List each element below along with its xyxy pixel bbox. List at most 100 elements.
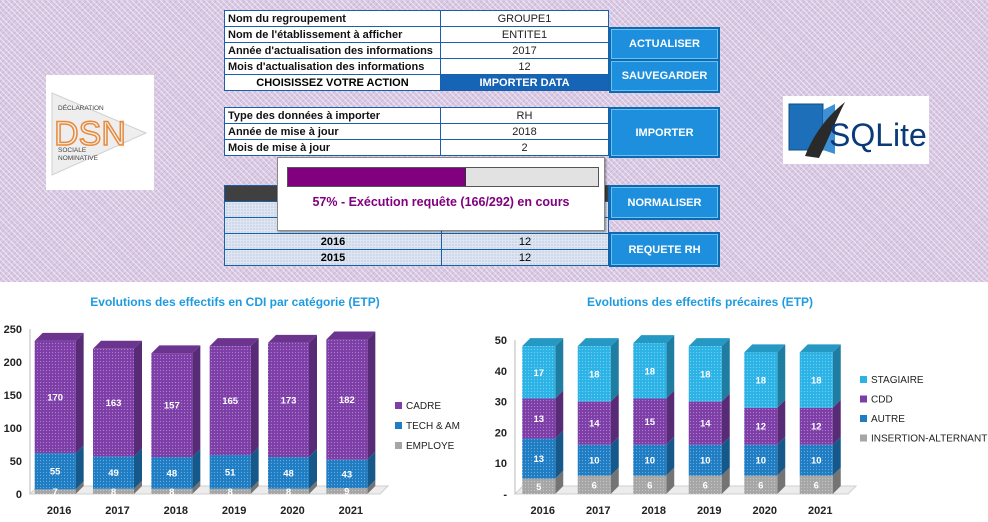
bar-side: [367, 451, 376, 489]
bar-segment: [268, 488, 309, 494]
bar-side: [367, 331, 376, 460]
bar-segment: [633, 398, 667, 445]
bar-segment: [151, 488, 193, 494]
bar-segment: [688, 401, 722, 445]
bar-top: [93, 340, 142, 349]
bar-side: [777, 436, 786, 476]
bar-side: [75, 445, 84, 490]
bar-top: [633, 335, 675, 344]
bar-segment: [688, 475, 722, 494]
bar-segment: [326, 339, 368, 460]
annee-actualisation-value[interactable]: 2017: [440, 42, 609, 59]
bar-side: [555, 470, 564, 494]
bar-segment: [326, 459, 368, 489]
data-label: 48: [283, 468, 294, 479]
legend-swatch: [860, 376, 867, 383]
precaires-chart: - 10 20 30 40 50 5 13 13 17 2016 6 10 14 18 2017 6 10 15 18…: [495, 335, 988, 517]
bar-side: [666, 467, 675, 494]
data-label: 13: [533, 454, 544, 465]
data-label: 163: [106, 398, 122, 409]
bar-segment: [744, 444, 778, 476]
bar-segment: [633, 444, 667, 476]
mois-maj-value[interactable]: 2: [440, 139, 609, 156]
legend-swatch: [395, 402, 402, 409]
data-label: 55: [50, 467, 61, 478]
legend-label: CADRE: [406, 401, 441, 412]
year-2016-value[interactable]: 12: [441, 233, 609, 250]
annee-maj-value[interactable]: 2018: [440, 123, 609, 140]
data-label: 8: [228, 487, 233, 498]
precaires-chart-title: Evolutions des effectifs précaires (ETP): [586, 295, 814, 309]
y-tick-label: -: [503, 489, 507, 501]
bar-side: [610, 467, 619, 494]
sqlite-logo: SQLite: [783, 96, 929, 164]
y-tick-label: 250: [4, 324, 22, 336]
bar-segment: [577, 475, 611, 494]
bar-segment: [688, 444, 722, 476]
mois-maj-label: Mois de mise à jour: [224, 139, 441, 156]
data-label: 157: [164, 401, 180, 412]
data-label: 15: [644, 417, 655, 428]
requete-rh-button[interactable]: REQUETE RH: [609, 232, 720, 267]
data-label: 17: [533, 368, 544, 379]
bar-top: [151, 345, 201, 354]
form1-row: Année d'actualisation des informations 2…: [224, 42, 609, 59]
bar-side: [250, 338, 259, 456]
x-tick-label: 2019: [697, 505, 721, 517]
normaliser-button[interactable]: NORMALISER: [609, 185, 720, 220]
sauvegarder-button[interactable]: SAUVEGARDER: [609, 59, 720, 93]
bar-segment: [209, 346, 251, 456]
data-label: 6: [647, 480, 652, 491]
bar-segment: [93, 348, 134, 457]
sqlite-logo-text: SQLite: [829, 117, 927, 153]
import-form: Type des données à importer RH Année de …: [224, 107, 609, 156]
bar-segment: [799, 407, 833, 445]
data-label: 18: [700, 369, 711, 380]
type-donnees-value[interactable]: RH: [440, 107, 609, 124]
x-tick-label: 2018: [164, 505, 188, 517]
bar-side: [721, 436, 730, 476]
legend-swatch: [395, 442, 402, 449]
form1-row: CHOISISSEZ VOTRE ACTION IMPORTER DATA: [224, 74, 609, 91]
bar-side: [832, 399, 841, 445]
data-label: 165: [222, 396, 239, 407]
bar-segment: [799, 352, 833, 408]
bar-top: [577, 338, 619, 347]
bar-segment: [151, 457, 193, 489]
etablissement-value[interactable]: ENTITE1: [440, 26, 609, 43]
bar-segment: [34, 453, 76, 490]
regroupement-value[interactable]: GROUPE1: [440, 10, 609, 27]
action-select[interactable]: IMPORTER DATA: [440, 74, 609, 91]
form1-row: Nom du regroupement GROUPE1: [224, 10, 609, 27]
bar-segment: [577, 444, 611, 476]
legend-label: STAGIAIRE: [871, 375, 924, 386]
progress-bar: [287, 167, 599, 187]
bar-side: [610, 436, 619, 476]
data-label: 6: [592, 480, 597, 491]
x-tick-label: 2021: [339, 505, 363, 517]
year-2015-value[interactable]: 12: [441, 249, 609, 266]
table-row: 2016 12: [224, 233, 609, 250]
action-label: CHOISISSEZ VOTRE ACTION: [224, 74, 441, 91]
legend-label: CDD: [871, 395, 893, 406]
bar-top: [522, 338, 564, 347]
data-label: 6: [758, 480, 763, 491]
data-label: 10: [700, 456, 711, 467]
data-label: 170: [47, 392, 63, 403]
bar-segment: [522, 438, 556, 479]
annee-maj-label: Année de mise à jour: [224, 123, 441, 140]
bar-segment: [577, 346, 611, 402]
importer-button[interactable]: IMPORTER: [609, 107, 720, 158]
bar-side: [832, 344, 841, 408]
bar-segment: [744, 407, 778, 445]
data-label: 10: [589, 456, 600, 467]
mois-actualisation-value[interactable]: 12: [440, 58, 609, 75]
bar-side: [666, 335, 675, 399]
bar-segment: [209, 455, 251, 489]
mois-actualisation-label: Mois d'actualisation des informations: [224, 58, 441, 75]
actualiser-button[interactable]: ACTUALISER: [609, 27, 720, 61]
bar-side: [309, 480, 317, 494]
bar-side: [721, 467, 730, 494]
bar-side: [721, 338, 730, 402]
y-tick-label: 200: [4, 357, 22, 369]
